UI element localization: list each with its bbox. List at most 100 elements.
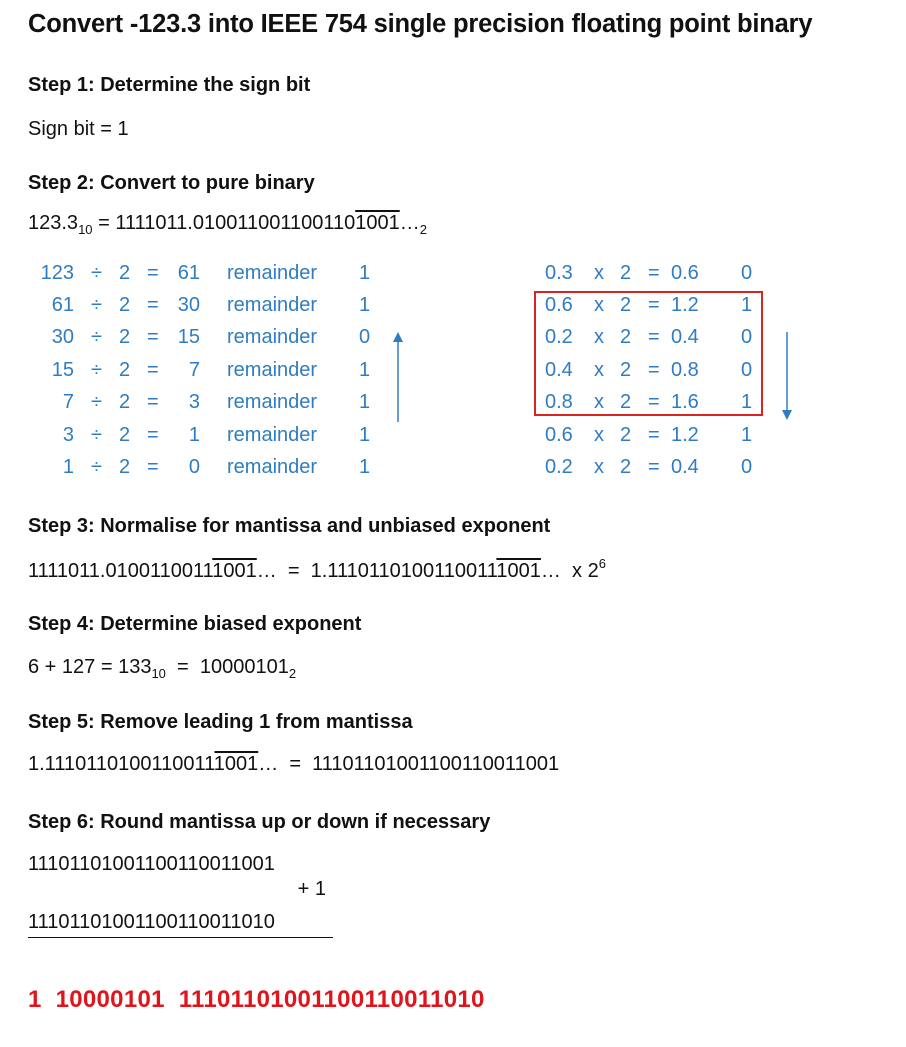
equals-sign: = <box>648 326 660 348</box>
down-arrow-icon <box>782 332 792 420</box>
sign-bit-text: Sign bit = 1 <box>28 118 129 140</box>
fraction: 0.8 <box>545 391 573 413</box>
product: 0.4 <box>671 456 699 478</box>
rounded-mantissa: 11101101001100110011010 <box>28 911 275 933</box>
binary-left-ellipsis: … <box>256 560 277 582</box>
divisor: 2 <box>119 326 131 348</box>
multiply-sign: x <box>594 359 604 381</box>
multiplier: 2 <box>620 391 632 413</box>
dividend: 7 <box>62 391 74 413</box>
remainder-label: remainder <box>227 326 318 348</box>
remainder-label: remainder <box>227 294 318 316</box>
multiplier: 2 <box>620 359 632 381</box>
base-2: 2 <box>288 666 297 681</box>
divide-sign: ÷ <box>91 359 102 381</box>
remainder-value: 0 <box>359 326 371 348</box>
fraction: 0.2 <box>545 456 573 478</box>
product: 1.2 <box>671 424 699 446</box>
equals-sign: = <box>147 326 159 348</box>
step5-heading: Step 5: Remove leading 1 from mantissa <box>28 711 413 733</box>
divide-sign: ÷ <box>91 456 102 478</box>
binary-right-prefix: 1.1110110100110011 <box>310 560 497 582</box>
divisor: 2 <box>119 391 131 413</box>
step2-heading: Step 2: Convert to pure binary <box>28 172 315 194</box>
binary-ellipsis: … <box>399 212 420 234</box>
fraction: 0.3 <box>545 262 573 284</box>
binary-right-repeat: 1001 <box>496 560 541 582</box>
fraction: 0.2 <box>545 326 573 348</box>
page-title: Convert -123.3 into IEEE 754 single prec… <box>28 10 813 38</box>
mantissa-result: = 11101101001100110011001 <box>278 753 560 775</box>
binary-right-ellipsis: … <box>540 560 561 582</box>
dividend: 3 <box>62 424 74 446</box>
equals-sign: = <box>147 391 159 413</box>
remainder-value: 1 <box>359 359 371 381</box>
quotient: 15 <box>177 326 200 348</box>
quotient: 61 <box>177 262 200 284</box>
equals-sign: = <box>147 262 159 284</box>
exponent-value: 6 <box>598 556 606 571</box>
equals-sign: = <box>648 424 660 446</box>
mantissa-ellipsis: … <box>258 753 279 775</box>
divisor: 2 <box>119 424 131 446</box>
divisor: 2 <box>119 294 131 316</box>
dividend: 1 <box>62 456 74 478</box>
divisor: 2 <box>119 359 131 381</box>
result-bit: 0 <box>741 359 753 381</box>
multiply-sign: x <box>594 326 604 348</box>
remainder-value: 1 <box>359 424 371 446</box>
equals-sign: = <box>147 456 159 478</box>
exponent-sum: 6 + 127 = 133 <box>28 656 152 678</box>
binary-prefix: 1111011.010011001100110 <box>115 212 356 234</box>
remainder-label: remainder <box>227 424 318 446</box>
binary-left-prefix: 1111011.0100110011 <box>28 560 213 582</box>
binary-base: 2 <box>419 222 427 237</box>
result-bit: 1 <box>741 294 753 316</box>
divide-sign: ÷ <box>91 424 102 446</box>
remainder-value: 1 <box>359 262 371 284</box>
result-bit: 1 <box>741 391 753 413</box>
equals-sign: = <box>276 560 311 582</box>
final-ieee754-result: 1 10000101 11101101001100110011010 <box>28 986 485 1013</box>
multiplier: 2 <box>620 424 632 446</box>
equals-sign: = <box>648 294 660 316</box>
quotient: 3 <box>188 391 200 413</box>
product: 0.6 <box>671 262 699 284</box>
up-arrow-icon <box>393 332 403 422</box>
result-bit: 0 <box>741 326 753 348</box>
remainder-label: remainder <box>227 262 318 284</box>
pure-binary-equation: 123.310 = 1111011.0100110011001101001…2 <box>28 212 427 237</box>
product: 0.4 <box>671 326 699 348</box>
remainder-value: 1 <box>359 456 371 478</box>
product: 1.2 <box>671 294 699 316</box>
multiplier: 2 <box>620 326 632 348</box>
step4-heading: Step 4: Determine biased exponent <box>28 613 362 635</box>
base-10: 10 <box>151 666 166 681</box>
divisor: 2 <box>119 262 131 284</box>
dividend: 15 <box>51 359 74 381</box>
result-bit: 0 <box>741 262 753 284</box>
step3-heading: Step 3: Normalise for mantissa and unbia… <box>28 515 551 537</box>
normalise-equation: 1111011.01001100111001… = 1.111011010011… <box>28 556 606 583</box>
sum-divider <box>28 937 333 938</box>
binary-left-repeat: 1001 <box>212 560 257 582</box>
remainder-value: 1 <box>359 294 371 316</box>
decimal-base: 10 <box>78 222 93 237</box>
divide-sign: ÷ <box>91 391 102 413</box>
multiplier: 2 <box>620 262 632 284</box>
exponent-binary: = 10000101 <box>165 656 289 678</box>
equals-sign: = <box>98 212 116 234</box>
remainder-label: remainder <box>227 391 318 413</box>
fraction: 0.6 <box>545 294 573 316</box>
equals-sign: = <box>648 456 660 478</box>
multiply-sign: x <box>594 424 604 446</box>
product: 1.6 <box>671 391 699 413</box>
repeating-pattern-box <box>534 291 763 416</box>
fraction: 0.6 <box>545 424 573 446</box>
result-bit: 0 <box>741 456 753 478</box>
equals-sign: = <box>648 262 660 284</box>
multiply-sign: x <box>594 294 604 316</box>
dividend: 123 <box>40 262 74 284</box>
divide-sign: ÷ <box>91 326 102 348</box>
result-bit: 1 <box>741 424 753 446</box>
